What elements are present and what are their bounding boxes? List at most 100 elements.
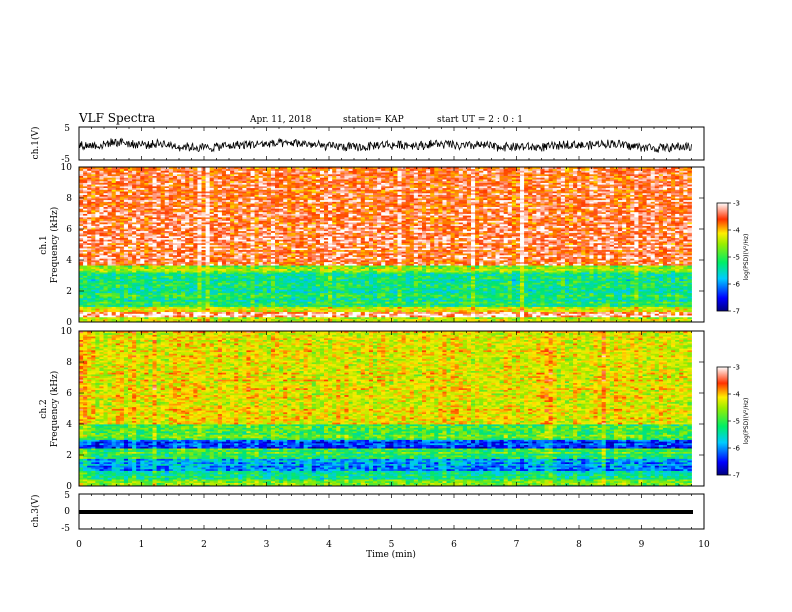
spectrogram-cell <box>426 291 431 294</box>
spectrogram-cell <box>213 285 219 288</box>
spectrogram-cell <box>532 303 537 306</box>
spectrogram-cell <box>381 299 386 302</box>
spectrogram-cell <box>642 287 647 290</box>
spectrogram-cell <box>344 296 349 299</box>
spectrogram-cell <box>103 315 108 318</box>
spectrogram-cell <box>548 306 554 309</box>
spectrogram-cell <box>352 311 358 314</box>
spectrogram-cell <box>413 291 419 294</box>
spectrogram-cell <box>426 297 431 301</box>
spectrogram-cell <box>458 292 464 295</box>
spectrogram-cell <box>360 306 366 309</box>
spectrogram-cell <box>103 309 108 313</box>
spectrogram-cell <box>197 289 202 292</box>
spectrogram-cell <box>397 289 402 292</box>
spectrogram-cell <box>230 294 235 297</box>
spectrogram-cell <box>119 282 125 285</box>
spectrogram-cell <box>556 320 562 323</box>
spectrogram-cell <box>364 292 370 295</box>
spectrogram-cell <box>172 296 178 299</box>
spectrogram-cell <box>487 292 492 295</box>
spectrogram-cell <box>279 301 284 304</box>
spectrogram-cell <box>95 296 100 299</box>
spectrogram-cell <box>168 296 174 299</box>
spectrogram-cell <box>397 304 402 307</box>
spectrogram-cell <box>254 282 260 285</box>
spectrogram-cell <box>426 284 431 287</box>
spectrogram-cell <box>348 291 353 294</box>
spectrogram-cell <box>532 291 537 294</box>
spectrogram-cell <box>548 292 554 295</box>
spectrogram-cell <box>275 299 280 302</box>
spectrogram-cell <box>491 316 496 319</box>
spectrogram-cell <box>450 315 456 318</box>
spectrogram-cell <box>520 284 525 287</box>
spectrogram-cell <box>172 313 178 316</box>
spectrogram-cell <box>242 309 247 313</box>
spectrogram-cell <box>442 304 447 307</box>
spectrogram-cell <box>393 291 398 294</box>
spectrogram-cell <box>405 297 411 301</box>
spectrogram-cell <box>528 284 533 287</box>
spectrogram-cell <box>136 309 141 313</box>
spectrogram-cell <box>217 297 223 301</box>
spectrogram-cell <box>356 315 362 318</box>
spectrogram-cell <box>454 311 460 314</box>
spectrogram-cell <box>385 291 390 294</box>
spectrogram-cell <box>564 296 570 299</box>
spectrogram-cell <box>238 315 243 318</box>
spectrogram-cell <box>499 316 505 319</box>
spectrogram-cell <box>475 297 480 301</box>
spectrogram-cell <box>254 291 260 294</box>
spectrogram-cell <box>609 292 615 295</box>
spectrogram-cell <box>520 289 525 292</box>
spectrogram-cell <box>658 306 664 309</box>
spectrogram-cell <box>613 282 619 285</box>
spectrogram-cell <box>438 285 443 288</box>
spectrogram-cell <box>324 284 329 287</box>
spectrogram-cell <box>324 291 329 294</box>
spectrogram-cell <box>405 291 411 294</box>
spectrogram-cell <box>209 303 215 306</box>
spectrogram-cell <box>291 297 296 301</box>
spectrogram-cell <box>540 282 545 285</box>
spectrogram-cell <box>654 294 660 297</box>
spectrogram-cell <box>475 285 480 288</box>
spectrogram-cell <box>230 287 235 290</box>
spectrogram-cell <box>466 289 472 292</box>
spectrogram-cell <box>205 318 211 321</box>
spectrogram-cell <box>581 285 586 288</box>
spectrogram-cell <box>83 284 88 287</box>
spectrogram-cell <box>79 308 84 311</box>
spectrogram-cell <box>471 297 476 301</box>
spectrogram-cell <box>417 308 423 311</box>
spectrogram-cell <box>152 299 157 302</box>
spectrogram-cell <box>287 282 292 285</box>
spectrogram-cell <box>585 309 590 313</box>
spectrogram-cell <box>573 303 578 306</box>
spectrogram-cell <box>99 306 104 309</box>
spectrogram-cell <box>646 294 652 297</box>
spectrogram-cell <box>324 287 329 290</box>
spectrogram-cell <box>683 303 688 306</box>
spectrogram-cell <box>230 289 235 292</box>
spectrogram-cell <box>389 311 394 314</box>
spectrogram-cell <box>168 299 174 302</box>
spectrogram-cell <box>123 301 129 304</box>
spectrogram-cell <box>144 294 149 297</box>
spectrogram-cell <box>332 309 337 313</box>
spectrogram-cell <box>401 315 407 318</box>
spectrogram-cell <box>364 294 370 297</box>
spectrogram-cell <box>128 297 133 301</box>
spectrogram-cell <box>336 308 341 311</box>
spectrogram-cell <box>352 299 358 302</box>
spectrogram-cell <box>450 301 456 304</box>
spectrogram-cell <box>185 289 190 292</box>
spectrogram-cell <box>172 287 178 290</box>
spectrogram-cell <box>262 313 268 316</box>
spectrogram-cell <box>650 311 656 314</box>
spectrogram-cell <box>295 287 300 290</box>
spectrogram-cell <box>564 309 570 313</box>
spectrogram-cell <box>593 282 598 285</box>
spectrogram-cell <box>193 318 198 321</box>
